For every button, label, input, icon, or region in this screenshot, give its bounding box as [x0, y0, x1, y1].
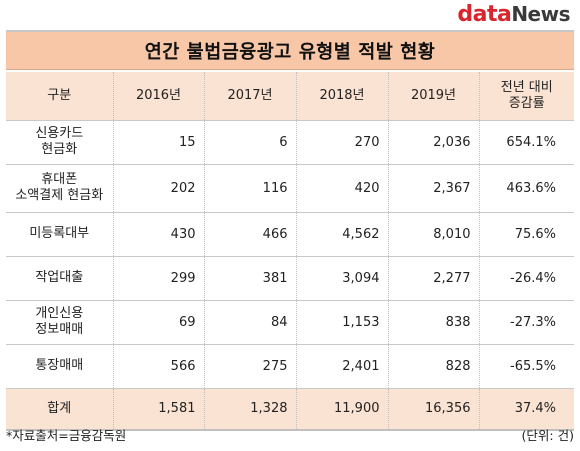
cell-2016: 15	[112, 120, 204, 165]
cell-2018: 1,153	[295, 300, 388, 345]
total-label: 합계	[6, 388, 113, 431]
row-label: 개인신용 정보매매	[6, 300, 113, 345]
row-label: 휴대폰 소액결제 현금화	[6, 164, 113, 213]
table-row: 미등록대부 430 466 4,562 8,010 75.6%	[6, 212, 574, 257]
cell-2016: 430	[112, 212, 204, 257]
cell-2017: 116	[203, 164, 296, 213]
cell-change-rate: -27.3%	[478, 300, 574, 345]
total-change-rate: 37.4%	[478, 388, 574, 431]
table-row: 개인신용 정보매매 69 84 1,153 838 -27.3%	[6, 300, 574, 345]
cell-2017: 275	[203, 344, 296, 389]
header-change-rate: 전년 대비 증감률	[478, 72, 574, 121]
footer: *자료출처=금융감독원 (단위: 건)	[6, 425, 574, 444]
table-row: 작업대출 299 381 3,094 2,277 -26.4%	[6, 256, 574, 301]
header-category: 구분	[6, 72, 113, 121]
cell-2017: 466	[203, 212, 296, 257]
total-2016: 1,581	[112, 388, 204, 431]
cell-2019: 828	[387, 344, 479, 389]
table-row: 휴대폰 소액결제 현금화 202 116 420 2,367 463.6%	[6, 164, 574, 213]
table-row: 통장매매 566 275 2,401 828 -65.5%	[6, 344, 574, 389]
cell-2019: 2,367	[387, 164, 479, 213]
cell-change-rate: -65.5%	[478, 344, 574, 389]
logo-news-text: News	[511, 2, 570, 26]
cell-2019: 2,277	[387, 256, 479, 301]
cell-2016: 299	[112, 256, 204, 301]
header-2016: 2016년	[112, 72, 204, 121]
page-title: 연간 불법금융광고 유형별 적발 현황	[144, 41, 436, 63]
cell-2016: 566	[112, 344, 204, 389]
cell-2017: 381	[203, 256, 296, 301]
unit-note: (단위: 건)	[521, 428, 574, 443]
total-2019: 16,356	[387, 388, 479, 431]
row-label: 미등록대부	[6, 212, 113, 257]
row-label: 작업대출	[6, 256, 113, 301]
table-row: 신용카드 현금화 15 6 270 2,036 654.1%	[6, 120, 574, 165]
cell-2018: 3,094	[295, 256, 388, 301]
total-row: 합계 1,581 1,328 11,900 16,356 37.4%	[6, 388, 574, 431]
cell-2019: 838	[387, 300, 479, 345]
cell-2018: 420	[295, 164, 388, 213]
header-2018: 2018년	[295, 72, 388, 121]
header-row: 구분 2016년 2017년 2018년 2019년 전년 대비 증감률	[6, 72, 574, 121]
cell-change-rate: 75.6%	[478, 212, 574, 257]
header-2017: 2017년	[203, 72, 296, 121]
total-2018: 11,900	[295, 388, 388, 431]
cell-2016: 69	[112, 300, 204, 345]
logo-data-text: data	[457, 2, 512, 27]
row-label: 신용카드 현금화	[6, 120, 113, 165]
cell-change-rate: 463.6%	[478, 164, 574, 213]
cell-2018: 2,401	[295, 344, 388, 389]
cell-change-rate: 654.1%	[478, 120, 574, 165]
cell-2018: 270	[295, 120, 388, 165]
cell-2017: 84	[203, 300, 296, 345]
cell-change-rate: -26.4%	[478, 256, 574, 301]
datanews-logo: data News	[457, 2, 570, 28]
cell-2016: 202	[112, 164, 204, 213]
statistics-table: 구분 2016년 2017년 2018년 2019년 전년 대비 증감률 신용카…	[6, 72, 574, 431]
cell-2018: 4,562	[295, 212, 388, 257]
title-bar: 연간 불법금융광고 유형별 적발 현황	[6, 30, 574, 70]
cell-2019: 2,036	[387, 120, 479, 165]
cell-2017: 6	[203, 120, 296, 165]
cell-2019: 8,010	[387, 212, 479, 257]
header-2019: 2019년	[387, 72, 479, 121]
row-label: 통장매매	[6, 344, 113, 389]
total-2017: 1,328	[203, 388, 296, 431]
source-note: *자료출처=금융감독원	[6, 428, 127, 443]
